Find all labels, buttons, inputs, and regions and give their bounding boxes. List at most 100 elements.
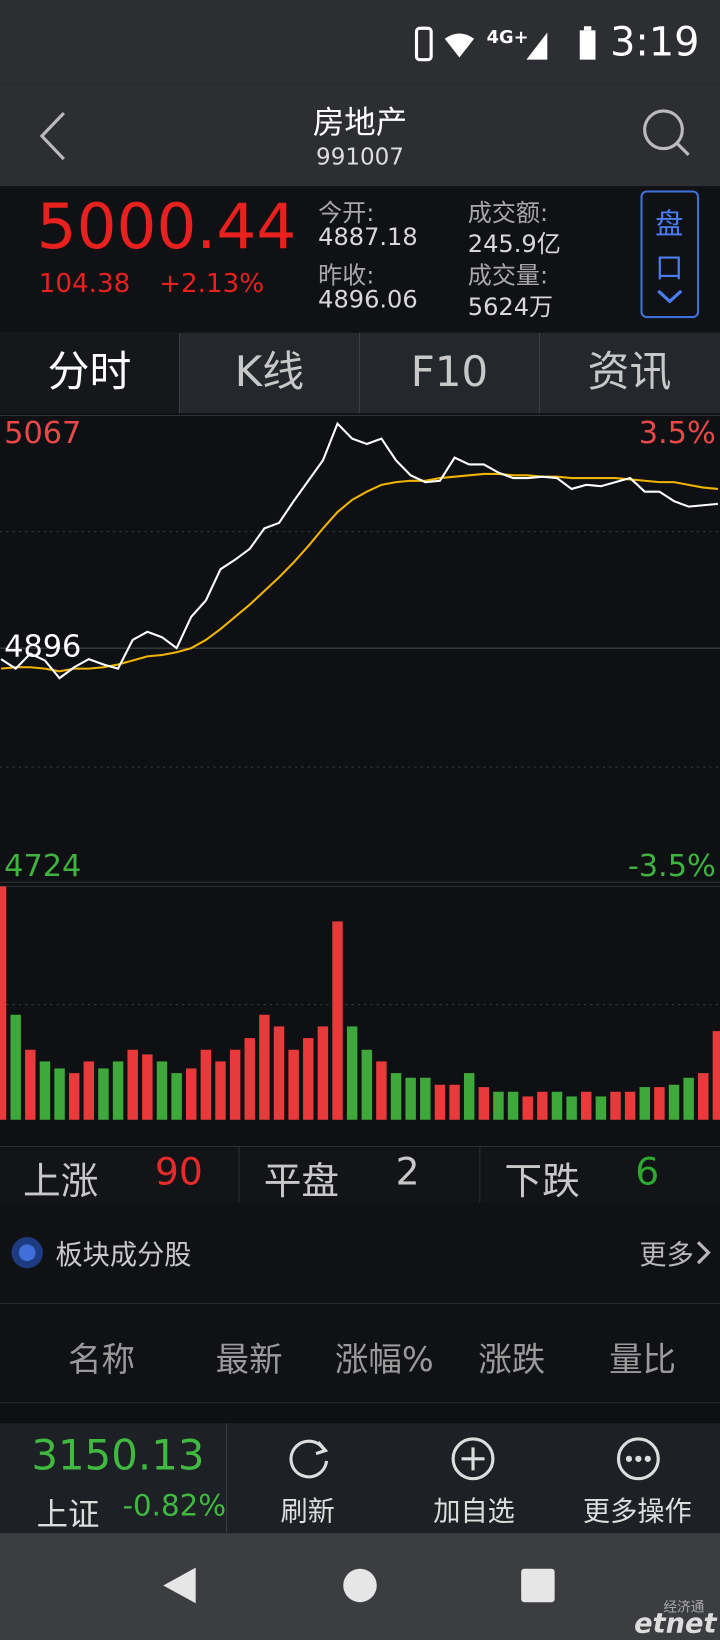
stat-label: 成交量:	[467, 262, 549, 290]
section-icon	[11, 1236, 43, 1269]
volume-bar	[537, 1091, 548, 1120]
volume-bar	[390, 1073, 402, 1120]
index-value[interactable]: 3150.13	[31, 1431, 205, 1480]
quote-panel: 5000.44 104.38 +2.13% 今开: 4887.18 昨收: 48…	[0, 186, 720, 333]
volume-bar	[288, 1049, 299, 1120]
count-label: 上涨	[23, 1160, 99, 1204]
tab-bar: 分时 K线 F10 资讯	[0, 332, 720, 414]
tab[interactable]: F10	[360, 332, 540, 414]
column-header[interactable]: 名称	[68, 1339, 136, 1380]
tab[interactable]: 资讯	[587, 348, 672, 397]
volume-bar	[595, 1096, 607, 1120]
volume-bar	[654, 1087, 665, 1120]
volume-bar	[610, 1091, 621, 1120]
index-change: -0.82%	[122, 1488, 227, 1523]
panel-button[interactable]: 盘 口	[640, 190, 700, 319]
volume-bar	[229, 1049, 241, 1120]
volume-bar	[259, 1014, 270, 1120]
change-pct: +2.13%	[159, 267, 265, 299]
header: 房地产 991007	[0, 83, 720, 187]
section-title: 板块成分股	[55, 1240, 192, 1272]
watermark-cn: 经济通	[663, 1600, 705, 1616]
column-header[interactable]: 量比	[609, 1339, 677, 1380]
stat-label: 昨收:	[318, 262, 375, 290]
chevron	[657, 289, 683, 304]
status-bar: 4G+ 3:19	[0, 0, 720, 84]
volume-bar	[317, 1026, 329, 1120]
nav-back[interactable]	[163, 1567, 196, 1604]
volume-bar	[493, 1091, 504, 1120]
title: 房地产	[312, 104, 408, 142]
table-header: 名称 最新 涨幅% 涨跌 量比	[0, 1303, 720, 1404]
more-link[interactable]: 更多	[639, 1240, 694, 1272]
stat-value: 4896.06	[318, 286, 418, 314]
tab[interactable]: K线	[180, 332, 360, 414]
volume-bar	[273, 1026, 285, 1120]
volume-bar	[10, 1014, 21, 1120]
volume-bar	[68, 1073, 80, 1120]
search-button[interactable]	[640, 107, 692, 159]
volume-bar	[142, 1054, 153, 1120]
volume-bar	[420, 1077, 431, 1120]
volume-bar	[200, 1049, 212, 1120]
nav-bar: 经济通 etnet	[0, 1533, 720, 1640]
section-header[interactable]: 板块成分股 更多	[0, 1202, 720, 1304]
tab[interactable]: 分时	[0, 332, 180, 414]
volume-bar	[0, 886, 7, 1120]
index-name: 上证	[36, 1496, 100, 1534]
volume-bar	[698, 1073, 709, 1120]
panel-button-text: 口	[655, 252, 684, 285]
volume-bar	[463, 1073, 475, 1120]
stat-label: 成交额:	[467, 199, 549, 228]
network: 4G+	[486, 27, 529, 49]
column-header[interactable]: 涨跌	[478, 1339, 546, 1380]
nav-recent[interactable]	[521, 1568, 555, 1603]
action-label[interactable]: 刷新	[280, 1496, 335, 1528]
volume-bar	[332, 921, 343, 1120]
volume-bar	[171, 1073, 182, 1120]
counts-row: 上涨 90 平盘 2 下跌 6	[0, 1145, 720, 1204]
volume-bar	[712, 1031, 720, 1120]
nav-buttons	[163, 1567, 555, 1604]
watermark-en: etnet	[634, 1608, 717, 1640]
volume-bar	[39, 1061, 51, 1120]
volume-bar	[127, 1049, 138, 1120]
count-label: 平盘	[263, 1160, 340, 1204]
nav-home[interactable]	[343, 1568, 377, 1603]
column-header[interactable]: 最新	[215, 1339, 283, 1380]
volume-bar	[112, 1061, 124, 1120]
back-button[interactable]	[37, 110, 68, 162]
volume-bar	[54, 1068, 65, 1120]
clock: 3:19	[610, 18, 700, 65]
price-line	[0, 421, 719, 680]
change: 104.38	[38, 267, 131, 299]
battery	[579, 26, 596, 60]
stat-value: 5624万	[467, 294, 554, 322]
refresh-icon[interactable]	[287, 1436, 333, 1482]
count-value: 2	[395, 1151, 420, 1195]
volume-bar	[361, 1049, 373, 1120]
volume-bar	[566, 1096, 577, 1120]
volume-bar	[507, 1091, 519, 1120]
y2-tick-label: 3.5%	[639, 416, 716, 451]
volume-bar	[551, 1091, 563, 1120]
column-header[interactable]: 涨幅%	[334, 1339, 434, 1380]
volume-bar	[683, 1077, 694, 1120]
price: 5000.44	[36, 190, 297, 264]
volume-bar	[244, 1038, 255, 1120]
volume-bar	[478, 1087, 490, 1120]
volume-bar	[522, 1096, 533, 1120]
divider	[238, 1146, 240, 1203]
stat-value: 245.9亿	[467, 231, 561, 259]
stat-label: 今开:	[318, 199, 375, 228]
volume-bar	[83, 1061, 95, 1120]
action-label[interactable]: 更多操作	[582, 1496, 692, 1528]
divider	[479, 1146, 481, 1203]
code: 991007	[316, 144, 404, 171]
action-label[interactable]: 加自选	[433, 1496, 515, 1528]
bottom-bar: 3150.13 上证 -0.82% 刷新 加自选 更多操作	[0, 1423, 720, 1534]
more-icon[interactable]	[615, 1436, 661, 1482]
add-icon[interactable]	[450, 1436, 496, 1482]
